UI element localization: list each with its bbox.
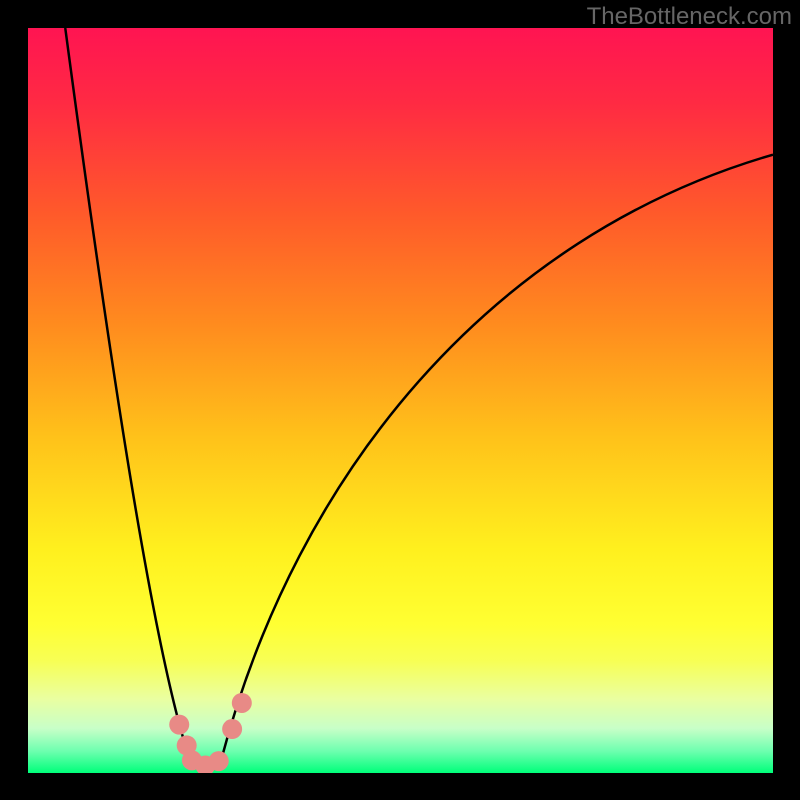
plot-svg <box>28 28 773 773</box>
marker-point-4 <box>209 751 229 771</box>
marker-point-5 <box>222 719 242 739</box>
plot-area <box>28 28 773 773</box>
gradient-background <box>28 28 773 773</box>
watermark-text: TheBottleneck.com <box>587 3 792 31</box>
chart-frame: TheBottleneck.com <box>0 0 800 800</box>
marker-point-0 <box>169 715 189 735</box>
marker-point-6 <box>232 693 252 713</box>
